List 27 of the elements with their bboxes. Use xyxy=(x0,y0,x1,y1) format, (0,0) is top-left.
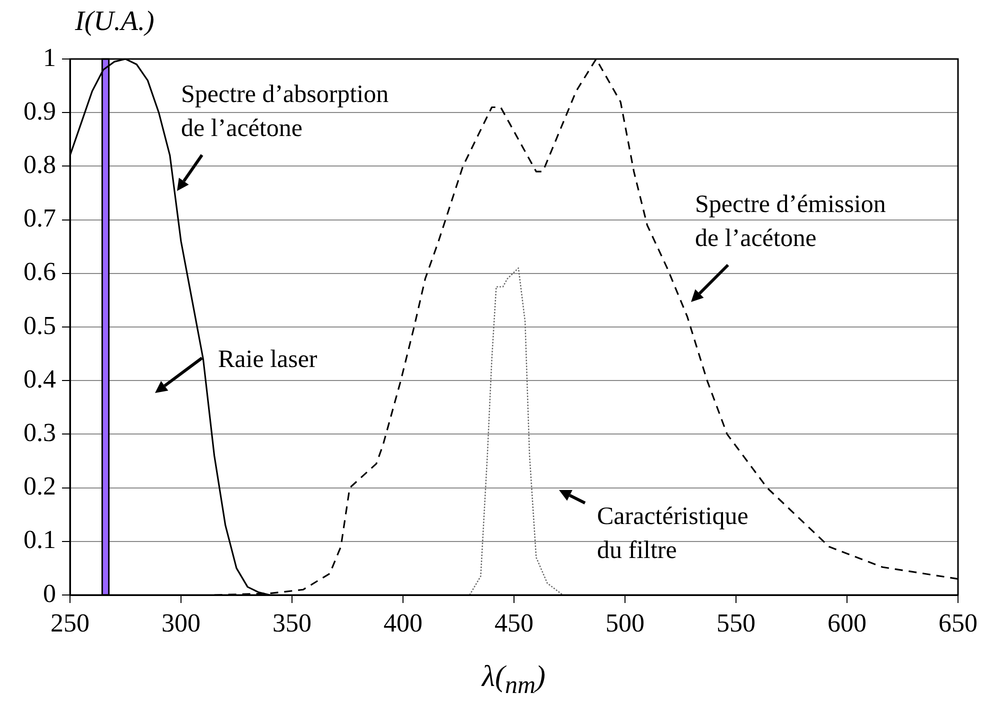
y-tick-label: 0.7 xyxy=(24,204,56,233)
y-tick-label: 0 xyxy=(43,578,56,608)
annotation: Spectre d’émission de l’acétone xyxy=(695,190,887,254)
x-tick-label: 450 xyxy=(494,608,534,638)
x-tick-label: 350 xyxy=(272,608,312,638)
annotation: Caractéristique du filtre xyxy=(597,502,750,566)
x-tick-label: 500 xyxy=(606,608,644,638)
annotation: Spectre d’absorption de l’acétone xyxy=(181,80,390,144)
y-tick-label: 0.6 xyxy=(24,257,56,286)
x-tick-label: 400 xyxy=(384,608,422,638)
x-tick-label: 300 xyxy=(162,608,200,638)
y-tick-label: 0.8 xyxy=(24,150,56,180)
y-tick-label: 0.9 xyxy=(24,96,56,126)
y-tick-label: 0.5 xyxy=(24,310,56,340)
line-series xyxy=(469,267,564,595)
y-axis-title: I(U.A.) xyxy=(75,6,154,38)
y-tick-label: 0.2 xyxy=(24,472,56,501)
x-axis-title: λ($_{nm}$) xyxy=(482,660,546,700)
x-tick-label: 650 xyxy=(938,608,978,638)
y-tick-label: 0.1 xyxy=(24,525,56,554)
x-tick-label: 550 xyxy=(716,608,756,638)
y-tick-label: 0.4 xyxy=(24,364,56,394)
y-tick-label: 1 xyxy=(43,42,56,72)
y-tick-label: 0.3 xyxy=(24,418,56,448)
annotation: Raie laser xyxy=(218,345,318,375)
x-tick-label: 250 xyxy=(50,608,90,638)
x-tick-label: 600 xyxy=(828,608,866,638)
